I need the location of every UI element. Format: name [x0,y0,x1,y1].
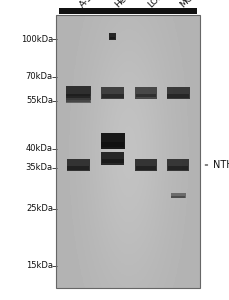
Text: 70kDa: 70kDa [26,72,53,81]
Bar [66,159,89,171]
Bar [56,15,199,288]
Text: 40kDa: 40kDa [26,144,53,153]
Text: A-549: A-549 [78,0,103,9]
Bar [109,33,116,40]
Bar [166,87,189,99]
Bar [66,94,90,98]
Text: 25kDa: 25kDa [26,204,53,213]
Bar [171,196,184,198]
Bar [135,166,156,170]
Bar [109,37,115,39]
Bar [65,86,90,100]
Bar [101,87,124,99]
Bar [65,96,90,103]
Bar [101,94,123,98]
Text: LO2: LO2 [145,0,164,9]
Bar [93,8,131,14]
Bar [101,159,123,163]
Text: HeLa: HeLa [112,0,135,9]
Bar [66,100,90,102]
Bar [159,8,196,14]
Text: 35kDa: 35kDa [26,164,53,172]
Bar [101,142,124,147]
Bar [135,87,156,99]
Bar [167,166,188,169]
Bar [100,133,124,149]
Text: NTHL1: NTHL1 [212,160,229,170]
Bar [59,8,97,14]
Text: 100kDa: 100kDa [21,34,53,43]
Bar [135,159,156,171]
Bar [167,159,188,171]
Bar [170,193,185,198]
Text: 15kDa: 15kDa [26,261,53,270]
Text: MCF-7: MCF-7 [177,0,204,9]
Bar [67,166,89,169]
Bar [135,94,156,97]
Bar [101,152,124,165]
Bar [127,8,164,14]
Bar [167,94,188,98]
Text: 55kDa: 55kDa [26,96,53,105]
